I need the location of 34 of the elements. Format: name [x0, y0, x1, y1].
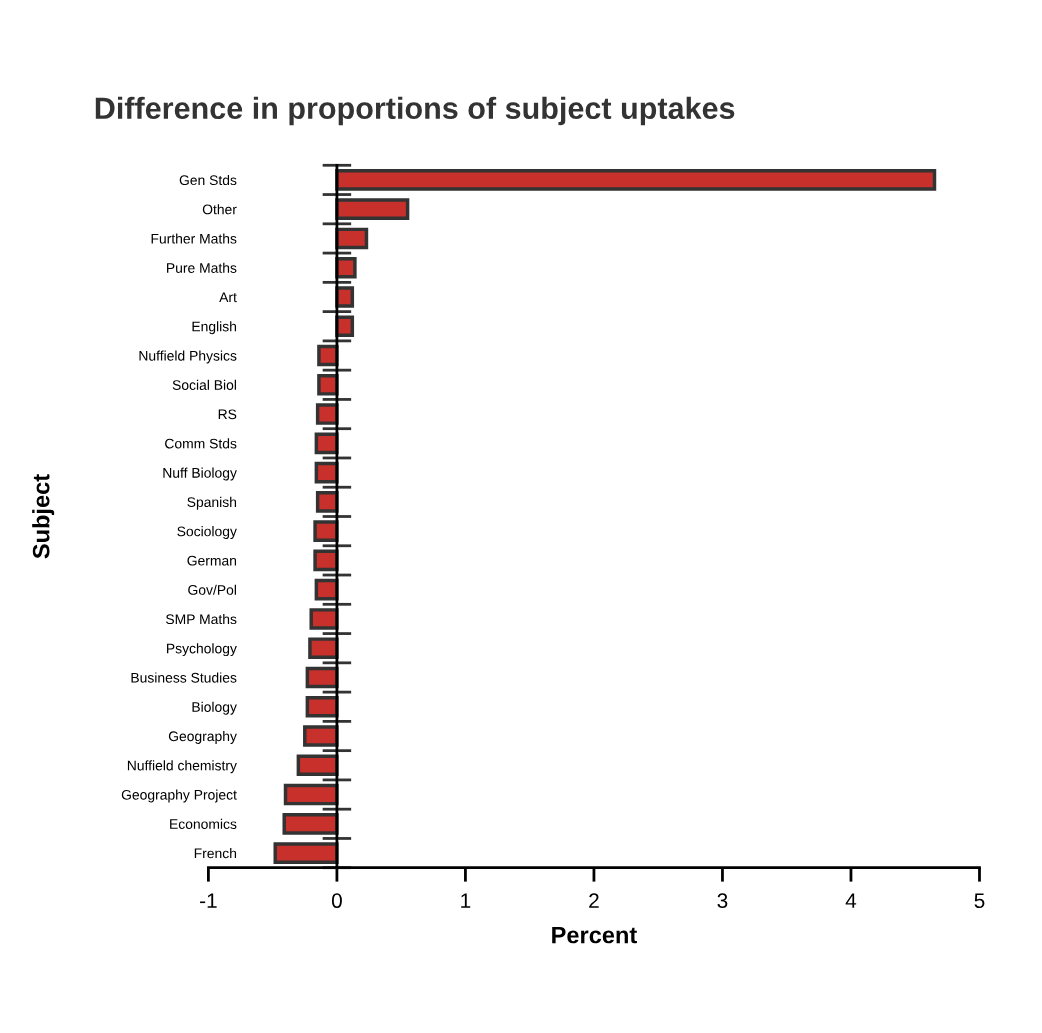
y-tick-label: Psychology	[167, 643, 237, 657]
y-tick-label: Social Biol	[172, 379, 236, 390]
y-tick-label: Geography Project	[121, 789, 237, 803]
y-tick-label: Comm Stds	[165, 438, 237, 449]
y-tick-label: German	[187, 555, 237, 566]
y-tick-label: Nuffield Physics	[139, 350, 237, 364]
y-tick-label: Spanish	[187, 496, 237, 510]
x-tick-label: 1	[461, 893, 471, 908]
y-tick-label: Economics	[170, 818, 237, 829]
x-tick-label: 0	[331, 893, 342, 909]
x-tick-label: 4	[845, 893, 857, 908]
y-tick-label: Nuffield chemistry	[127, 760, 237, 774]
y-tick-label: Biology	[192, 701, 237, 715]
y-tick-label: Nuff Biology	[163, 467, 237, 481]
y-tick-label: English	[192, 321, 237, 335]
y-tick-label: Geography	[168, 730, 237, 744]
x-tick-label: 5	[974, 893, 985, 909]
y-tick-label: French	[194, 848, 237, 859]
y-tick-label: Gov/Pol	[188, 584, 236, 595]
y-tick-label: SMP Maths	[166, 613, 237, 625]
y-tick-label: Other	[202, 204, 237, 215]
y-tick-label: Art	[219, 292, 237, 303]
x-tick-label: 2	[589, 893, 599, 908]
y-axis-title: Subject	[32, 474, 55, 559]
y-tick-label: Pure Maths	[167, 262, 237, 273]
x-tick-label: 3	[717, 893, 728, 909]
x-tick-label: -1	[200, 893, 217, 908]
y-tick-label: Sociology	[177, 526, 237, 540]
x-axis-title: Percent	[552, 926, 637, 944]
y-tick-label: Gen Stds	[179, 174, 237, 186]
chart-title: Difference in proportions of subject uptakes	[95, 96, 735, 126]
y-tick-label: Business Studies	[131, 672, 237, 683]
y-tick-label: Further Maths	[151, 233, 237, 244]
y-tick-label: RS	[218, 409, 237, 420]
